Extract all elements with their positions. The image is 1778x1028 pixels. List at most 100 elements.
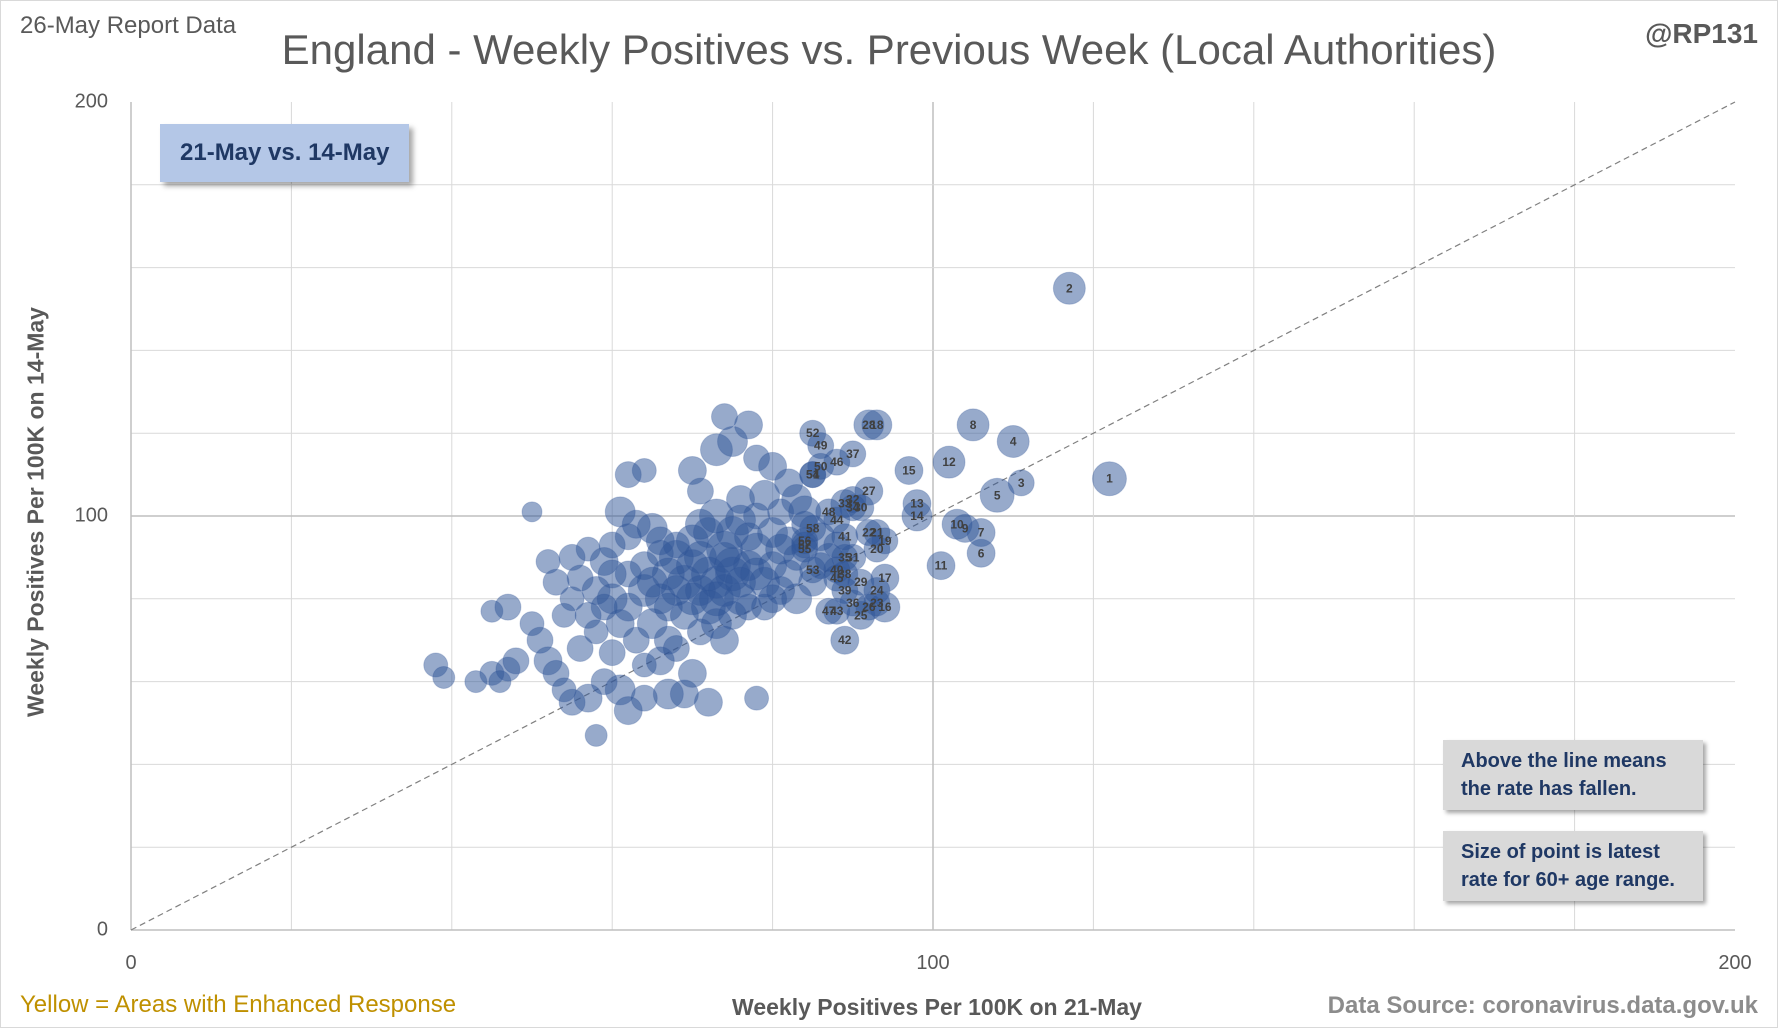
bubble-labels: 1234567891011121314151617181920212223242… [798,281,1113,647]
labeled-bubble [941,508,973,540]
bubble-label: 40 [830,563,844,577]
bubble [734,410,764,440]
reference-line [130,101,1736,931]
y-tick-label: 200 [74,90,108,113]
bubble-label: 3 [1018,476,1025,490]
bubble [744,685,770,711]
bubble [590,593,618,621]
bubble-label: 56 [798,534,812,548]
labeled-bubble [894,455,924,485]
bubble [631,652,657,678]
labeled-bubble [979,477,1015,513]
bubble-label: 21 [870,526,884,540]
bubble [542,568,570,596]
bubble [740,557,774,591]
bubble-label: 27 [862,484,876,498]
bubble-label: 2 [1066,281,1073,295]
bubble [710,403,738,431]
bubble [631,457,657,483]
y-tick-label: 100 [74,504,108,527]
bubble-label: 36 [846,596,860,610]
bubble-label: 52 [806,426,820,440]
bubble-label: 14 [910,509,924,523]
bubble-label: 8 [970,418,977,432]
bubble [614,523,642,551]
labeled-bubble [853,409,885,441]
bubble-label: 16 [878,600,892,614]
report-label: 26-May Report Data [20,12,237,39]
bubble-label: 29 [854,575,868,589]
axes [130,102,1735,931]
bubble [494,593,522,621]
bubble-label: 48 [822,505,836,519]
x-tick-label: 100 [916,952,950,974]
bubble-label: 30 [854,501,868,515]
bubble-label: 18 [870,418,884,432]
bubble-label: 47 [822,604,836,618]
bubble-label: 25 [854,608,868,622]
bubble-label: 23 [870,596,884,610]
labeled-bubble [830,625,860,655]
bubble-size-note-line1: Size of point is latest [1461,841,1660,863]
bubbles [423,271,1127,747]
date-comparison-callout: 21-May vs. 14-May [160,124,410,182]
bubble-label: 4 [1010,434,1017,448]
y-axis-title: Weekly Positives Per 100K on 14-May [22,307,49,717]
bubble-label: 13 [910,497,924,511]
labeled-bubble [823,564,851,592]
y-tick-label: 0 [96,918,108,941]
bubble-label: 17 [878,571,892,585]
data-source: Data Source: coronavirus.data.gov.uk [1327,992,1758,1019]
bubble [573,683,603,713]
labeled-bubble [996,424,1030,458]
bubble-label: 7 [978,526,985,540]
bubble-label: 9 [962,521,969,535]
bubble-label: 44 [830,513,844,527]
bubble-label: 39 [838,584,852,598]
bubble-size-note-line2: rate for 60+ age range. [1461,869,1675,891]
bubble-label: 49 [814,439,828,453]
labeled-bubble [815,498,843,526]
bubble [709,625,739,655]
bubble-label: 32 [846,492,860,506]
bubble-label: 31 [846,550,860,564]
bubble [684,508,716,540]
bubble [726,484,756,514]
labeled-bubble [901,500,933,532]
bubble [677,658,707,688]
bubble-label: 11 [935,559,948,573]
bubble [521,501,543,523]
labeled-bubble [932,445,966,479]
bubble [653,592,683,622]
above-line-note-line1: Above the line means [1461,750,1667,772]
labeled-bubble [799,514,827,542]
above-line-note: Above the line means the rate has fallen… [1443,740,1703,810]
labeled-bubble [815,597,843,625]
bubble [605,609,635,639]
bubble-label: 33 [838,497,852,511]
x-axis-title: Weekly Positives Per 100K on 21-May [732,994,1142,1020]
bubble [584,723,608,747]
bubble-label: 20 [870,542,884,556]
bubble-label: 51 [806,468,820,482]
bubble-size-note: Size of point is latest rate for 60+ age… [1443,831,1703,901]
bubble-label: 53 [806,563,820,577]
bubble-label: 28 [862,418,876,432]
bubble-label: 46 [830,455,844,469]
bubble-label: 57 [798,538,812,552]
bubble-label: 22 [862,526,876,540]
bubble-label: 54 [806,468,820,482]
bubble-label: 15 [902,463,916,477]
bubble-label: 38 [838,567,852,581]
labeled-bubble [799,419,827,447]
bubble [646,539,674,567]
bubble [630,684,658,712]
bubble [597,559,627,589]
labeled-bubble [926,551,956,581]
above-line-note-line2: the rate has fallen. [1461,778,1637,800]
enhanced-response-legend: Yellow = Areas with Enhanced Response [20,991,457,1018]
bubble [598,639,626,667]
bubble-label: 55 [798,542,812,556]
bubble-label: 43 [830,604,844,618]
